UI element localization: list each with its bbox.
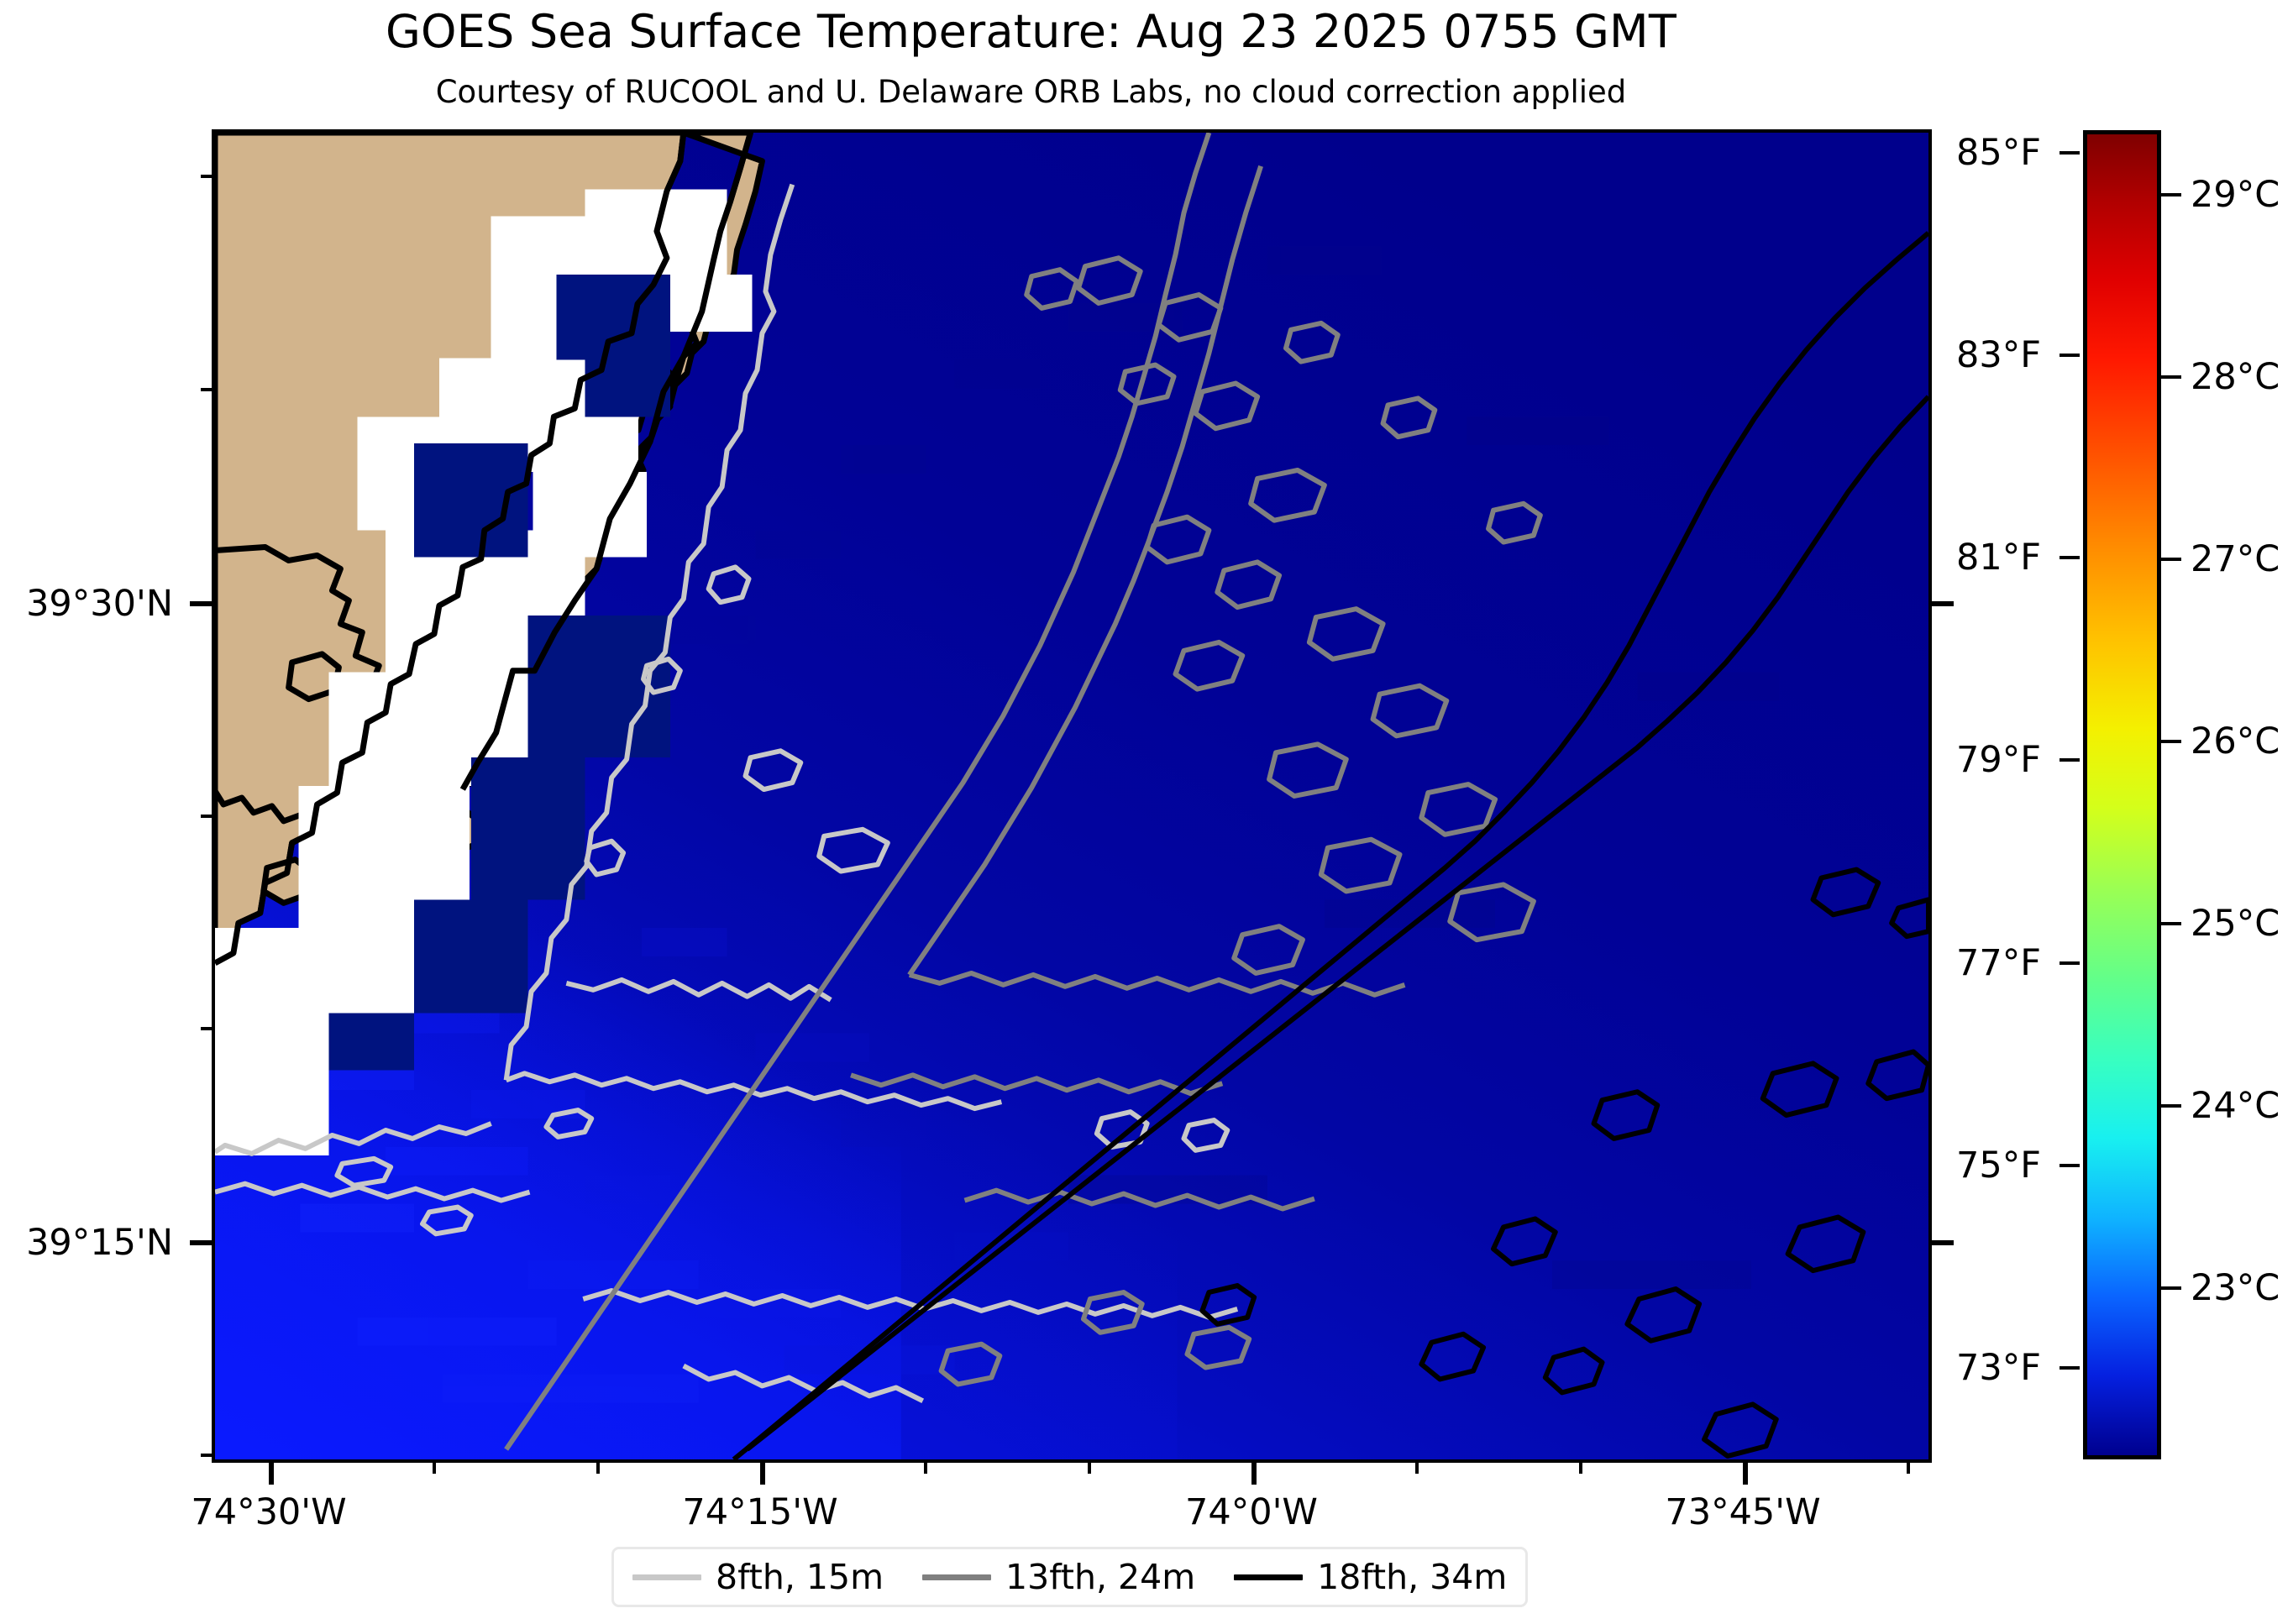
y-tick-minor [201, 1027, 212, 1030]
colorbar-label-f-5: 75°F [1956, 1145, 2041, 1187]
x-tick-minor [924, 1463, 927, 1474]
x-tick-minor [1579, 1463, 1582, 1474]
y-axis-label-1: 39°15'N [26, 1222, 173, 1264]
y-tick-minor [201, 815, 212, 818]
legend-line-13fth [922, 1574, 992, 1580]
colorbar-tick-f [2060, 961, 2080, 965]
sst-map-canvas [215, 133, 1928, 1459]
y-tick-minor [201, 175, 212, 178]
colorbar-label-c-1: 28°C [2191, 356, 2280, 398]
x-tick-major [760, 1463, 765, 1485]
y-tick-major-right [1932, 1240, 1954, 1245]
y-tick-major [190, 601, 212, 606]
colorbar-label-c-0: 29°C [2191, 174, 2280, 216]
colorbar-tick-f [2060, 1366, 2080, 1370]
legend-line-18fth [1234, 1574, 1304, 1580]
colorbar-label-c-3: 26°C [2191, 720, 2280, 762]
y-tick-major [190, 1240, 212, 1245]
colorbar-label-f-6: 73°F [1956, 1347, 2041, 1389]
legend-item-13fth[interactable]: 13fth, 24m [922, 1557, 1195, 1597]
colorbar-tick-f [2060, 556, 2080, 559]
colorbar-label-f-0: 85°F [1956, 132, 2041, 174]
x-tick-minor [433, 1463, 436, 1474]
colorbar-tick-f [2060, 1164, 2080, 1167]
legend-line-8fth [632, 1574, 701, 1580]
colorbar-tick-c [2161, 1286, 2181, 1290]
x-tick-major [1743, 1463, 1748, 1485]
legend-label-8fth: 8fth, 15m [716, 1557, 884, 1597]
x-tick-minor [596, 1463, 600, 1474]
legend-label-18fth: 18fth, 34m [1317, 1557, 1508, 1597]
colorbar-tick-f [2060, 758, 2080, 762]
colorbar-tick-c [2161, 922, 2181, 925]
legend-item-18fth[interactable]: 18fth, 34m [1234, 1557, 1507, 1597]
colorbar-tick-c [2161, 558, 2181, 561]
colorbar-label-f-3: 79°F [1956, 739, 2041, 781]
colorbar-label-f-1: 83°F [1956, 334, 2041, 376]
x-tick-major [269, 1463, 274, 1485]
sst-raster-and-coastline [215, 133, 1928, 1459]
x-tick-major [1251, 1463, 1257, 1485]
colorbar-label-c-2: 27°C [2191, 538, 2280, 580]
y-tick-minor [201, 1454, 212, 1457]
colorbar-tick-c [2161, 375, 2181, 379]
colorbar-label-c-4: 25°C [2191, 903, 2280, 945]
colorbar-tick-f [2060, 354, 2080, 357]
colorbar-tick-c [2161, 1104, 2181, 1108]
colorbar-label-f-4: 77°F [1956, 942, 2041, 984]
legend-item-8fth[interactable]: 8fth, 15m [632, 1557, 884, 1597]
bathymetry-legend: 8fth, 15m 13fth, 24m 18fth, 34m [611, 1547, 1529, 1607]
chart-title: GOES Sea Surface Temperature: Aug 23 202… [385, 5, 1677, 58]
colorbar-tick-c [2161, 740, 2181, 743]
colorbar-label-f-2: 81°F [1956, 537, 2041, 579]
chart-subtitle: Courtesy of RUCOOL and U. Delaware ORB L… [435, 74, 1627, 110]
x-axis-label-1: 74°15'W [682, 1491, 838, 1533]
x-tick-minor [1415, 1463, 1419, 1474]
colorbar-label-c-5: 24°C [2191, 1085, 2280, 1127]
y-tick-minor [201, 388, 212, 391]
x-axis-label-3: 73°45'W [1665, 1491, 1821, 1533]
x-tick-minor [1907, 1463, 1910, 1474]
colorbar-tick-f [2060, 151, 2080, 155]
colorbar-tick-c [2161, 193, 2181, 196]
legend-label-13fth: 13fth, 24m [1005, 1557, 1196, 1597]
x-tick-minor [1088, 1463, 1091, 1474]
sst-map-panel[interactable] [212, 129, 1932, 1463]
y-axis-label-0: 39°30'N [26, 583, 173, 625]
colorbar-label-c-6: 23°C [2191, 1267, 2280, 1309]
x-axis-label-0: 74°30'W [191, 1491, 347, 1533]
y-tick-major-right [1932, 601, 1954, 606]
temperature-colorbar[interactable] [2083, 130, 2161, 1459]
x-axis-label-2: 74°0'W [1185, 1491, 1318, 1533]
